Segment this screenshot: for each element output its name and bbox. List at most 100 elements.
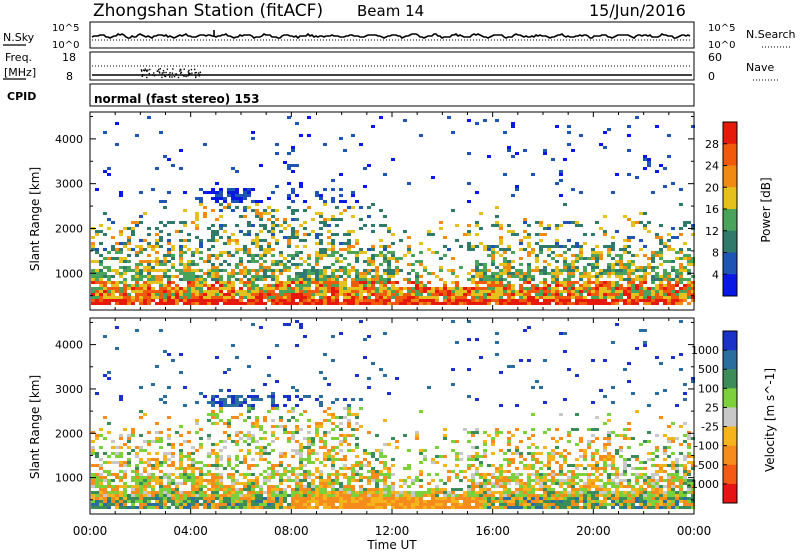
heatmap-cell [203, 296, 207, 299]
heatmap-cell [95, 503, 99, 506]
heatmap-cell [555, 284, 559, 287]
heatmap-cell [543, 272, 547, 275]
heatmap-cell [239, 293, 243, 296]
heatmap-cell [491, 224, 495, 227]
heatmap-cell [367, 335, 371, 338]
heatmap-cell [227, 494, 231, 497]
heatmap-cell [99, 263, 103, 266]
heatmap-cell [107, 377, 111, 380]
heatmap-cell [459, 299, 463, 302]
heatmap-cell [315, 500, 319, 503]
heatmap-cell [451, 470, 455, 473]
heatmap-cell [235, 356, 239, 359]
heatmap-cell [363, 284, 367, 287]
heatmap-cell [275, 224, 279, 227]
heatmap-cell [607, 443, 611, 446]
heatmap-cell [451, 281, 455, 284]
heatmap-cell [147, 485, 151, 488]
heatmap-cell [295, 500, 299, 503]
heatmap-cell [103, 293, 107, 296]
heatmap-cell [243, 398, 247, 401]
heatmap-cell [275, 263, 279, 266]
heatmap-cell [623, 266, 627, 269]
heatmap-cell [351, 503, 355, 506]
heatmap-cell [387, 443, 391, 446]
heatmap-cell [347, 425, 351, 428]
heatmap-cell [139, 479, 143, 482]
heatmap-cell [455, 500, 459, 503]
heatmap-cell [439, 455, 443, 458]
heatmap-cell [539, 476, 543, 479]
heatmap-cell [515, 506, 519, 509]
heatmap-cell [211, 404, 215, 407]
heatmap-cell [383, 464, 387, 467]
heatmap-cell [187, 467, 191, 470]
heatmap-cell [407, 500, 411, 503]
heatmap-cell [215, 416, 219, 419]
heatmap-cell [499, 236, 503, 239]
heatmap-cell [315, 491, 319, 494]
heatmap-cell [631, 263, 635, 266]
heatmap-cell [315, 272, 319, 275]
heatmap-cell [535, 299, 539, 302]
heatmap-cell [483, 281, 487, 284]
heatmap-cell [183, 191, 187, 194]
heatmap-cell [623, 299, 627, 302]
heatmap-cell [643, 272, 647, 275]
heatmap-cell [419, 134, 423, 137]
heatmap-cell [235, 290, 239, 293]
heatmap-cell [231, 488, 235, 491]
heatmap-cell [311, 266, 315, 269]
heatmap-cell [115, 299, 119, 302]
heatmap-cell [131, 491, 135, 494]
heatmap-cell [683, 224, 687, 227]
heatmap-cell [475, 491, 479, 494]
heatmap-cell [447, 506, 451, 509]
heatmap-cell [303, 335, 307, 338]
heatmap-cell [135, 269, 139, 272]
heatmap-cell [471, 302, 475, 305]
heatmap-cell [591, 263, 595, 266]
heatmap-cell [503, 479, 507, 482]
heatmap-cell [139, 485, 143, 488]
heatmap-cell [487, 494, 491, 497]
heatmap-cell [595, 299, 599, 302]
heatmap-cell [91, 302, 95, 305]
heatmap-cell [383, 269, 387, 272]
heatmap-cell [623, 215, 627, 218]
heatmap-cell [383, 224, 387, 227]
heatmap-cell [567, 497, 571, 500]
heatmap-cell [387, 251, 391, 254]
heatmap-cell [227, 191, 231, 194]
heatmap-cell [559, 482, 563, 485]
heatmap-cell [683, 269, 687, 272]
heatmap-cell [575, 467, 579, 470]
heatmap-cell [303, 473, 307, 476]
heatmap-cell [127, 506, 131, 509]
heatmap-cell [339, 506, 343, 509]
heatmap-cell [611, 458, 615, 461]
heatmap-cell [507, 272, 511, 275]
heatmap-cell [679, 296, 683, 299]
heatmap-cell [307, 437, 311, 440]
heatmap-cell [503, 263, 507, 266]
heatmap-cell [335, 437, 339, 440]
heatmap-cell [295, 233, 299, 236]
heatmap-cell [199, 242, 203, 245]
heatmap-cell [255, 209, 259, 212]
heatmap-cell [139, 251, 143, 254]
heatmap-cell [323, 488, 327, 491]
heatmap-cell [423, 290, 427, 293]
heatmap-cell [355, 281, 359, 284]
heatmap-cell [159, 200, 163, 203]
heatmap-cell [263, 293, 267, 296]
heatmap-cell [471, 491, 475, 494]
heatmap-cell [175, 302, 179, 305]
heatmap-cell [103, 452, 107, 455]
heatmap-cell [247, 404, 251, 407]
heatmap-cell [595, 461, 599, 464]
heatmap-cell [231, 209, 235, 212]
heatmap-cell [135, 506, 139, 509]
heatmap-cell [263, 287, 267, 290]
heatmap-cell [175, 476, 179, 479]
